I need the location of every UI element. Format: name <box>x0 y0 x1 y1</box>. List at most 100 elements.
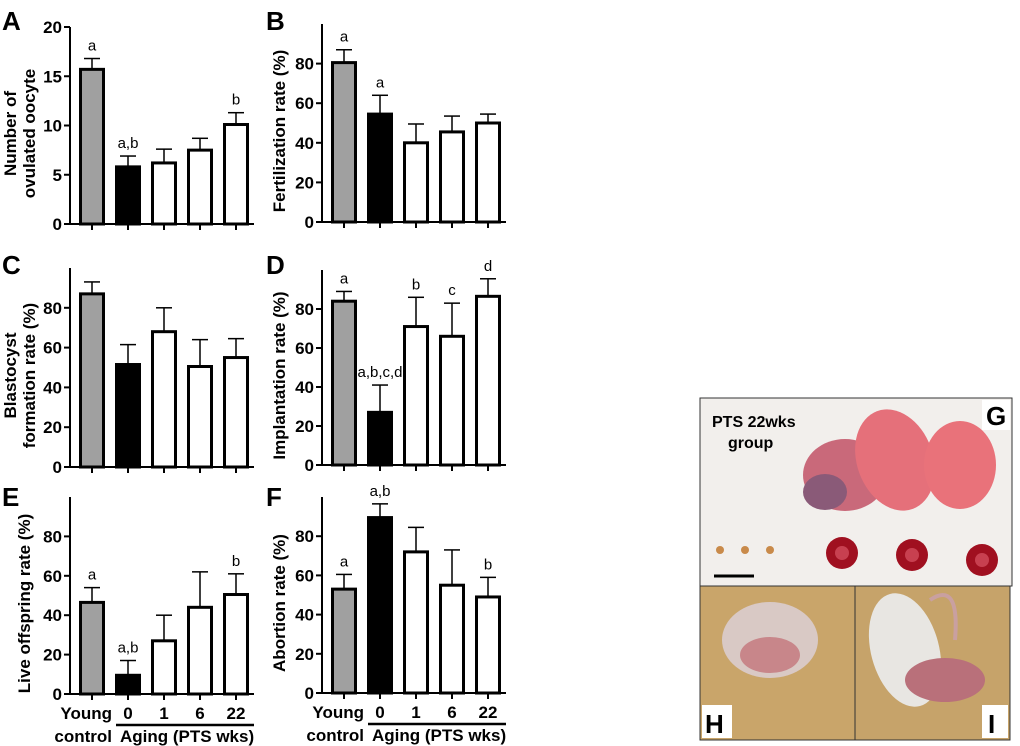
y-tick-label: 5 <box>53 166 62 185</box>
significance-label: a <box>376 74 385 91</box>
y-tick-label: 40 <box>295 378 314 397</box>
y-tick-label: 0 <box>53 685 62 704</box>
y-tick-label: 20 <box>43 646 62 665</box>
significance-label: b <box>412 276 420 293</box>
bar <box>475 294 501 467</box>
y-tick-label: 80 <box>43 299 62 318</box>
bar <box>223 123 249 226</box>
y-tick-label: 40 <box>43 378 62 397</box>
x-group-label: Aging (PTS wks) <box>120 727 254 746</box>
bar <box>403 325 429 467</box>
y-tick-label: 80 <box>295 527 314 546</box>
y-tick-label: 60 <box>43 339 62 358</box>
bar <box>367 112 393 224</box>
y-tick-label: 0 <box>305 456 314 475</box>
y-tick-label: 10 <box>43 117 62 136</box>
significance-label: c <box>448 282 456 299</box>
panel-b: B 0 20 40 60 80 Fertilization rate (%) a a <box>266 6 506 232</box>
y-tick-label: 60 <box>295 94 314 113</box>
x-label-young: Young <box>312 703 364 722</box>
x-label-young: Young <box>60 704 112 723</box>
bar <box>223 356 249 469</box>
bar <box>367 516 393 695</box>
y-tick-label: 20 <box>295 645 314 664</box>
y-tick-label: 40 <box>295 134 314 153</box>
bar <box>115 363 141 469</box>
y-tick-label: 60 <box>295 566 314 585</box>
y-axis-label: Abortion rate (%) <box>270 534 289 672</box>
panel-letter: C <box>2 250 21 280</box>
panel-letter: D <box>266 250 285 280</box>
y-tick-label: 60 <box>43 567 62 586</box>
x-label-control: control <box>54 727 112 746</box>
y-tick-label: 40 <box>43 606 62 625</box>
bar <box>367 410 393 467</box>
y-tick-label: 80 <box>295 300 314 319</box>
y-tick-label: 20 <box>43 18 62 37</box>
bar <box>79 67 105 226</box>
bar <box>439 583 465 695</box>
significance-label: d <box>484 258 492 275</box>
bar <box>115 165 141 226</box>
y-tick-label: 0 <box>53 458 62 477</box>
bar <box>79 292 105 469</box>
significance-label: b <box>232 553 240 570</box>
bar <box>151 330 177 469</box>
y-tick-label: 20 <box>295 417 314 436</box>
y-axis-label: Fertilization rate (%) <box>270 50 289 212</box>
y-tick-label: 0 <box>305 213 314 232</box>
bar <box>79 600 105 696</box>
panel-letter: E <box>2 482 19 512</box>
photo-g-label: G <box>986 401 1006 431</box>
significance-label: a,b <box>370 483 391 500</box>
y-tick-label: 15 <box>43 67 62 86</box>
panel-d: D 0 20 40 60 80 Implantation rate (%) a a,b,c,d b… <box>266 250 506 475</box>
bar <box>403 141 429 224</box>
bar <box>475 121 501 224</box>
significance-label: a,b <box>118 135 139 152</box>
x-tick-label: 22 <box>227 704 246 723</box>
y-axis-label: Live offspring rate (%) <box>15 514 34 693</box>
photo-h-label: H <box>705 709 724 739</box>
bar <box>151 161 177 226</box>
y-tick-label: 80 <box>43 527 62 546</box>
y-tick-label: 0 <box>53 215 62 234</box>
x-tick-label: 6 <box>195 704 204 723</box>
y-axis-label: Number of <box>1 91 20 176</box>
significance-label: b <box>484 556 492 573</box>
x-tick-label: 1 <box>411 703 420 722</box>
x-tick-label: 0 <box>375 703 384 722</box>
y-tick-label: 20 <box>43 418 62 437</box>
significance-label: a <box>340 553 349 570</box>
photo-g-caption-line1: PTS 22wks <box>712 414 796 431</box>
photo-h: H <box>699 585 856 741</box>
panel-letter: B <box>266 6 285 36</box>
bar <box>187 148 213 226</box>
y-axis-label: Implantation rate (%) <box>270 291 289 459</box>
x-tick-label: 6 <box>447 703 456 722</box>
x-tick-label: 1 <box>159 704 168 723</box>
bar <box>439 334 465 467</box>
y-axis-label: Blastocyst <box>1 332 20 418</box>
significance-label: a <box>88 38 97 55</box>
photo-i: I <box>854 585 1011 741</box>
y-tick-label: 80 <box>295 55 314 74</box>
bar <box>475 595 501 695</box>
panel-a: A 0 5 10 15 20 Number of ovulated oocyte a a,b b <box>1 6 254 234</box>
bar <box>331 299 357 467</box>
bar <box>331 587 357 695</box>
significance-label: a,b <box>118 640 139 657</box>
significance-label: a,b,c,d <box>357 364 402 381</box>
bar <box>187 605 213 696</box>
y-axis-label: ovulated oocyte <box>20 69 39 198</box>
y-axis-label: formation rate (%) <box>20 303 39 448</box>
significance-label: a <box>340 29 349 46</box>
bar <box>187 365 213 469</box>
panel-letter: A <box>2 6 21 36</box>
bar <box>115 673 141 696</box>
bar <box>439 130 465 224</box>
y-tick-label: 60 <box>295 339 314 358</box>
